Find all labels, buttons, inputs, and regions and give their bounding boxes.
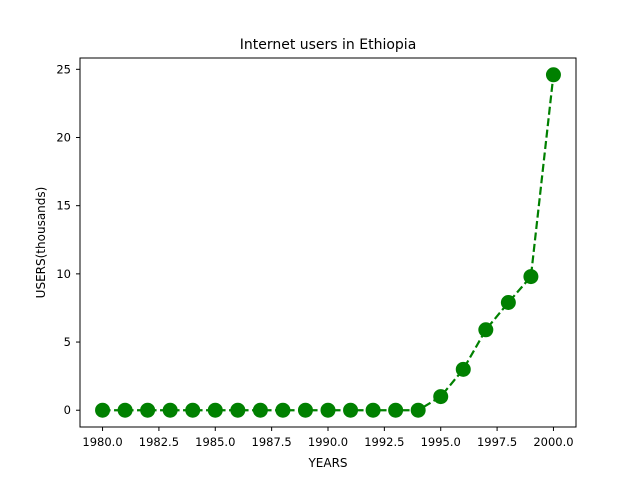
x-tick-label: 1990.0 [308,435,348,449]
data-point [162,402,178,418]
y-tick-label: 0 [64,403,71,417]
y-tick-label: 5 [64,335,71,349]
data-point [388,402,404,418]
data-point [320,402,336,418]
y-tick-label: 15 [56,199,71,213]
data-point [140,402,156,418]
x-tick-label: 2000.0 [533,435,573,449]
data-point [523,269,539,285]
data-point [275,402,291,418]
y-axis-ticks: 0 5 10 15 20 25 [56,62,80,417]
plot-area [80,58,576,427]
x-tick-label: 1980.0 [82,435,122,449]
x-axis-label: YEARS [307,456,347,470]
data-point [455,361,471,377]
y-axis-label: USERS(thousands) [34,187,48,299]
y-tick-label: 10 [56,267,71,281]
data-point [297,402,313,418]
data-point [207,402,223,418]
data-point [478,322,494,338]
series-layer [95,67,561,418]
data-point [117,402,133,418]
data-point [433,389,449,405]
x-tick-label: 1995.0 [421,435,461,449]
y-tick-label: 20 [56,131,71,145]
data-point [343,402,359,418]
data-point [410,402,426,418]
x-tick-label: 1985.0 [195,435,235,449]
data-point [500,295,516,310]
x-axis-ticks: 1980.0 1982.5 1985.0 1987.5 1990.0 1992.5 1995… [82,427,574,449]
x-tick-label: 1992.5 [364,435,404,449]
data-point [185,402,201,418]
data-point [545,67,561,83]
x-tick-label: 1997.5 [477,435,517,449]
data-point [252,402,268,418]
data-point [95,402,111,418]
x-tick-label: 1982.5 [139,435,179,449]
x-tick-label: 1987.5 [252,435,292,449]
chart-title: Internet users in Ethiopia [240,37,417,53]
data-point [230,402,246,418]
data-point [365,402,381,418]
y-tick-label: 25 [56,62,71,76]
